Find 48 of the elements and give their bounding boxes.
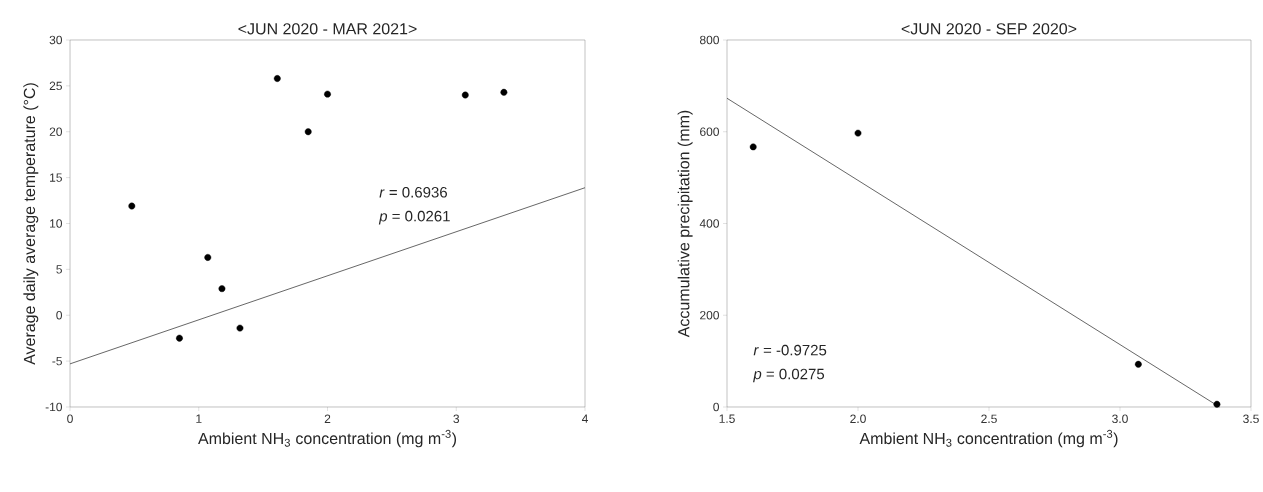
point xyxy=(236,324,244,332)
y-tick-label: 200 xyxy=(700,311,720,320)
y-tick-label: 30 xyxy=(49,35,63,45)
annotation: p = 0.0275 xyxy=(753,368,825,383)
y-tick-label: 25 xyxy=(49,81,62,91)
annotation: p = 0.0261 xyxy=(378,210,450,225)
point xyxy=(218,285,226,293)
y-axis-title: Accumulative precipitation (mm) xyxy=(677,110,693,338)
point xyxy=(204,254,212,261)
x-tick-label: 2.0 xyxy=(850,414,866,424)
chart-title: <JUN 2020 - MAR 2021> xyxy=(238,23,417,35)
x-tick-label: 1.5 xyxy=(719,414,735,423)
y-tick-label: 0 xyxy=(713,402,720,412)
x-axis-title: Ambient NH$_{3}$ concentration (mg m$^{-3}$) xyxy=(198,429,457,448)
x-tick-label: 0 xyxy=(67,414,73,424)
y-tick-label: 5 xyxy=(56,265,62,274)
point xyxy=(304,128,312,136)
x-tick-label: 1 xyxy=(196,414,202,423)
point xyxy=(1213,400,1221,408)
annotation: r = -0.9725 xyxy=(753,344,827,356)
y-tick-label: 20 xyxy=(49,127,63,136)
y-tick-label: 10 xyxy=(50,219,63,228)
x-tick-label: 2 xyxy=(324,414,331,423)
y-tick-label: -5 xyxy=(52,356,62,366)
x-axis-title: Ambient NH$_{3}$ concentration (mg m$^{-3}$) xyxy=(859,429,1118,448)
point xyxy=(176,334,183,342)
point xyxy=(324,90,331,98)
point xyxy=(273,75,281,82)
annotation: r = 0.6936 xyxy=(379,186,448,198)
y-tick-label: 0 xyxy=(56,310,63,320)
x-tick-label: 2.5 xyxy=(981,414,997,424)
y-tick-label: 600 xyxy=(700,127,720,136)
x-tick-label: 3 xyxy=(453,414,460,424)
x-tick-label: 3.0 xyxy=(1112,414,1128,424)
point xyxy=(749,143,757,151)
y-tick-label: -10 xyxy=(45,402,63,412)
y-tick-label: 800 xyxy=(699,35,720,45)
point xyxy=(854,129,862,137)
point xyxy=(461,91,469,99)
point xyxy=(1134,360,1142,368)
y-axis-title: Average daily average temperature (°C) xyxy=(23,83,39,365)
y-tick-label: 15 xyxy=(50,173,62,182)
point xyxy=(128,202,136,210)
chart-title: <JUN 2020 - SEP 2020> xyxy=(901,23,1077,35)
point xyxy=(500,88,508,96)
x-tick-label: 3.5 xyxy=(1243,414,1259,424)
y-tick-label: 400 xyxy=(699,219,720,228)
x-tick-label: 4 xyxy=(581,414,588,423)
